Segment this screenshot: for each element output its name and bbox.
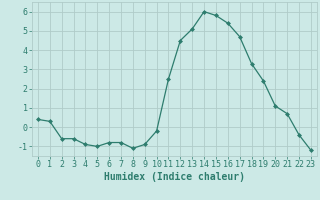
X-axis label: Humidex (Indice chaleur): Humidex (Indice chaleur) [104,172,245,182]
